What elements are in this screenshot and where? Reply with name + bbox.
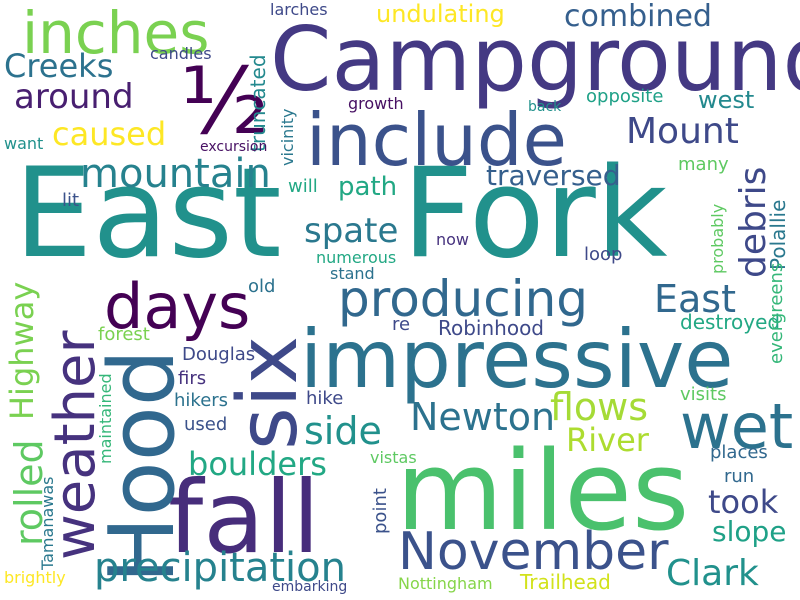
word-east-small: East (654, 277, 736, 321)
word-combined: combined (564, 0, 712, 34)
word-spate: spate (304, 211, 399, 251)
word-side: side (304, 409, 382, 453)
word-inches: inches (22, 0, 210, 67)
word-robinhood: Robinhood (438, 316, 545, 340)
word-mount: Mount (626, 111, 739, 152)
word-highway: Highway (3, 281, 41, 420)
word-douglas: Douglas (182, 344, 256, 365)
word-hike: hike (306, 388, 344, 409)
word-opposite: opposite (586, 86, 664, 107)
word-precipitation: precipitation (94, 545, 346, 591)
word-creeks: Creeks (4, 47, 114, 85)
word-probably: probably (708, 203, 727, 274)
word-flows: flows (550, 385, 649, 429)
word-west: west (698, 86, 755, 114)
word-nottingham: Nottingham (398, 574, 493, 593)
word-miles: miles (396, 427, 690, 555)
word-visits: visits (680, 384, 727, 405)
word-forest: forest (98, 324, 150, 345)
word-will: will (288, 176, 318, 197)
word-one-half: ½ (180, 48, 270, 155)
word-firs: firs (178, 368, 207, 389)
word-want: want (4, 134, 44, 153)
word-hikers: hikers (174, 390, 229, 411)
word-fork: Fork (402, 142, 668, 286)
word-run: run (724, 466, 755, 487)
word-brightly: brightly (4, 568, 66, 587)
word-river: River (566, 421, 649, 459)
word-fall: fall (168, 459, 321, 576)
word-include: include (306, 98, 567, 182)
word-november: November (398, 522, 669, 582)
word-point: point (370, 488, 391, 534)
word-destroyed: destroyed (680, 310, 781, 334)
word-embarking: embarking (272, 579, 348, 595)
word-trailhead: Trailhead (520, 570, 611, 594)
word-lit: lit (62, 190, 80, 211)
word-old: old (248, 276, 276, 297)
word-traversed: traversed (486, 159, 621, 192)
word-took: took (708, 483, 779, 521)
word-now: now (436, 230, 470, 249)
word-numerous: numerous (316, 248, 397, 267)
word-newton: Newton (410, 395, 556, 439)
word-caused: caused (52, 115, 167, 153)
word-vicinity: vicinity (278, 108, 297, 166)
word-slope: slope (712, 515, 787, 548)
word-undulating: undulating (376, 0, 505, 28)
word-larches: larches (270, 0, 328, 19)
word-tamanawas: Tamanawas (38, 476, 57, 571)
word-places: places (710, 442, 768, 463)
word-evergreens: evergreens (766, 262, 787, 364)
word-clark: Clark (666, 553, 759, 594)
word-re: re (392, 314, 411, 335)
word-impressive: impressive (300, 313, 734, 406)
word-loop: loop (584, 244, 623, 265)
word-campground: Campground (270, 8, 800, 111)
word-east-large: East (14, 142, 282, 286)
word-back: back (528, 99, 562, 115)
word-vistas: vistas (370, 448, 417, 467)
word-maintained: maintained (96, 373, 115, 464)
word-stand: stand (330, 264, 375, 283)
word-around: around (14, 77, 134, 117)
word-boulders: boulders (188, 445, 327, 483)
word-producing: producing (338, 270, 589, 328)
word-path: path (338, 172, 398, 202)
word-many: many (678, 154, 729, 175)
word-days: days (104, 270, 251, 343)
word-truncated: truncated (246, 54, 270, 152)
word-candles: candles (150, 44, 212, 63)
word-excursion: excursion (200, 139, 268, 155)
word-polallie: Polallie (766, 199, 790, 270)
word-wet: wet (680, 390, 794, 463)
word-used: used (184, 414, 228, 435)
word-growth: growth (348, 94, 404, 113)
word-mountain: mountain (80, 151, 271, 197)
